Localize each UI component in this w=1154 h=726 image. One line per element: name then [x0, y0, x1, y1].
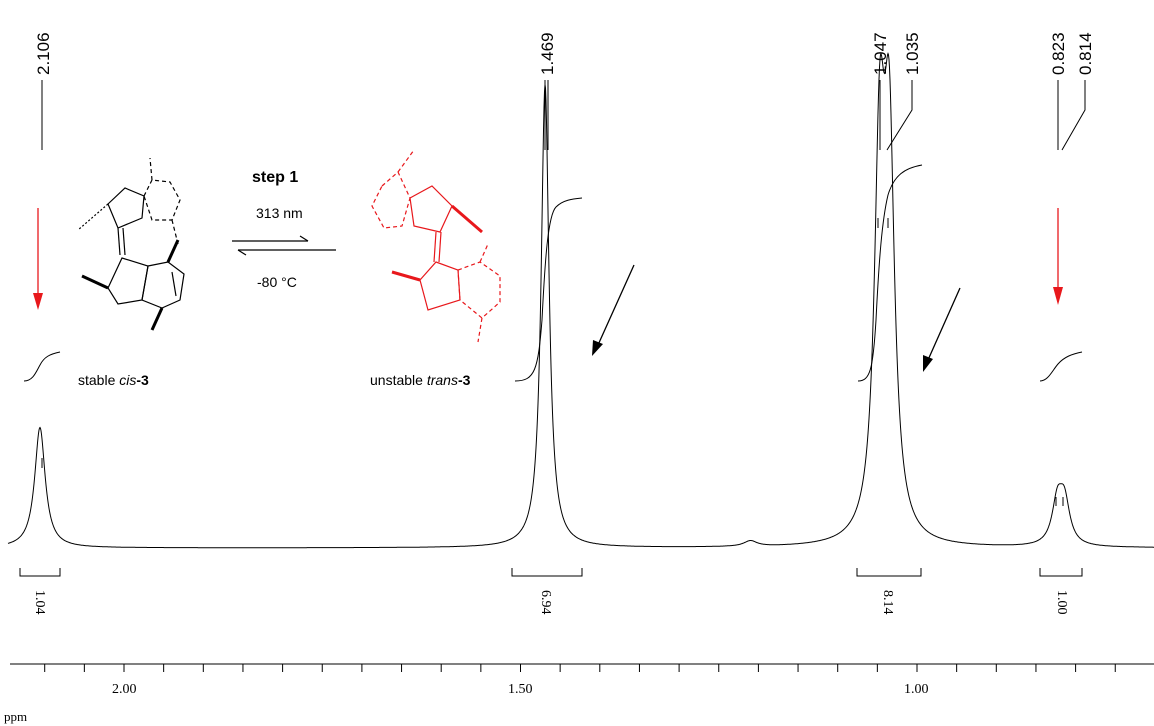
tick-label-15: 1.50	[508, 682, 533, 697]
trans-molecule-structure	[371, 149, 501, 343]
integral-curve-0823	[1039, 351, 1083, 382]
red-down-arrow-left-icon	[33, 208, 43, 310]
black-arrow-1047-icon	[923, 287, 961, 372]
temperature-label: -80 °C	[257, 274, 297, 290]
integral-brackets	[19, 568, 1083, 577]
peak-label-1469: 1.469	[538, 32, 557, 75]
peak-label-2106: 2.106	[34, 32, 53, 75]
equilibrium-arrows-icon	[232, 235, 336, 256]
x-axis-ticks	[44, 664, 1116, 672]
peak-markers	[41, 218, 1064, 506]
red-down-arrow-right-icon	[1053, 208, 1063, 305]
peak-label-1047: 1.047	[871, 32, 890, 75]
step-label: step 1	[252, 169, 298, 186]
spectrum-trace	[7, 52, 1154, 549]
tick-label-2: 2.00	[112, 682, 137, 697]
integral-value-1: 1.04	[32, 590, 47, 615]
left-compound-label: stable cis-3	[78, 372, 149, 388]
peak-labels: 2.106 1.469 1.047 1.035 0.823 0.814	[34, 32, 1095, 75]
right-compound-label: unstable trans-3	[370, 372, 471, 388]
integral-curve-1469	[514, 197, 583, 382]
integral-curve-1047	[857, 164, 923, 382]
integral-value-2: 6.94	[538, 590, 553, 615]
x-axis-unit-label: ppm	[4, 709, 27, 724]
integral-value-3: 8.14	[880, 590, 895, 615]
peak-label-0823: 0.823	[1049, 32, 1068, 75]
integral-values: 1.04 6.94 8.14 1.00	[32, 590, 1069, 615]
wavelength-label: 313 nm	[256, 205, 303, 221]
tick-label-1: 1.00	[904, 682, 929, 697]
reaction-scheme: step 1 313 nm -80 °C stable cis-3 unstab…	[77, 149, 501, 388]
peak-label-0814: 0.814	[1076, 32, 1095, 75]
x-axis-tick-labels: 2.00 1.50 1.00	[112, 682, 929, 697]
black-arrow-1469-icon	[592, 264, 635, 356]
integral-curve-2106	[23, 351, 61, 382]
peak-leaders	[41, 80, 1086, 151]
integral-value-4: 1.00	[1054, 590, 1069, 615]
cis-molecule-structure	[77, 157, 185, 331]
peak-label-1035: 1.035	[903, 32, 922, 75]
